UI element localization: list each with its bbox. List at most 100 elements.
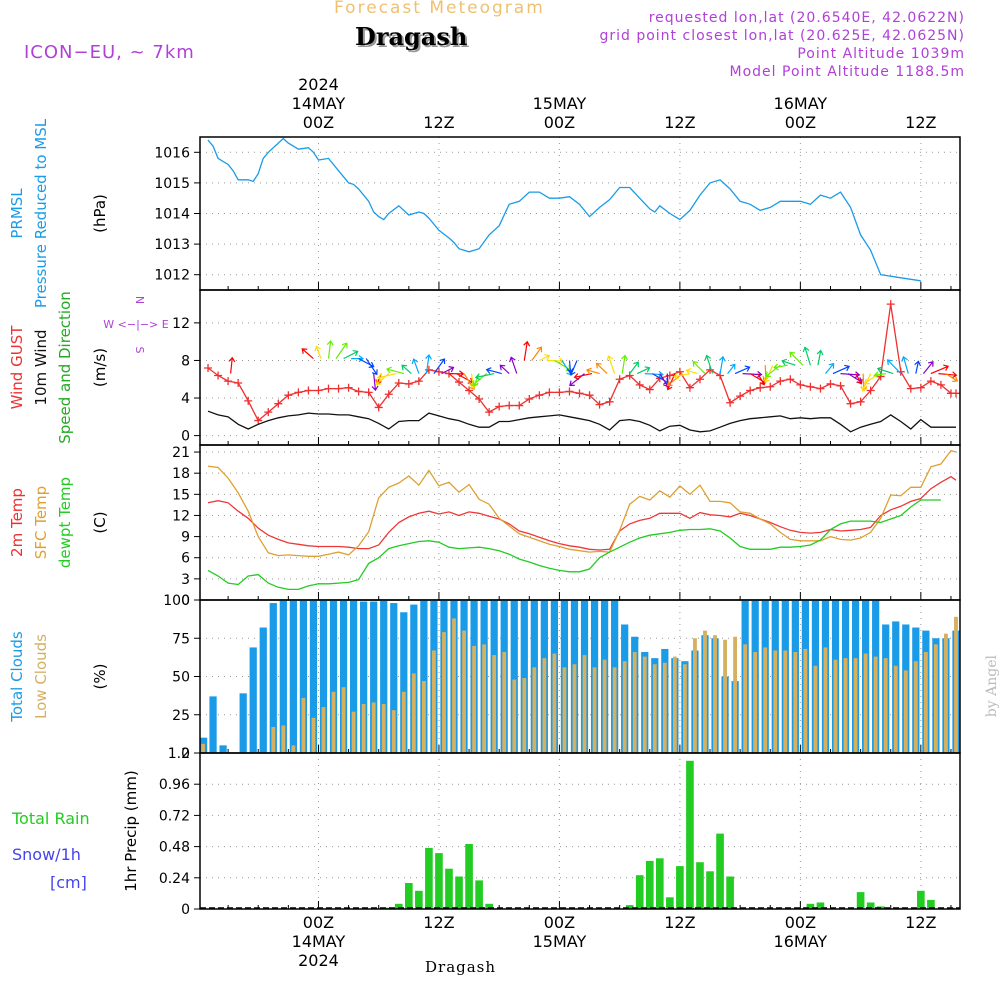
- clouds-bar-low: [612, 667, 617, 753]
- clouds-bar-low: [944, 633, 948, 753]
- precip-bar: [475, 880, 483, 909]
- gridpoint-coords: grid point closest lon,lat (20.625E, 42.…: [599, 28, 965, 44]
- wind-arrow-shape: [922, 360, 934, 374]
- wind-arrow-shape: [474, 373, 495, 381]
- wind-arrow: [228, 356, 236, 374]
- top-time-label: 12Z: [905, 113, 936, 132]
- gust-marker: [475, 394, 484, 403]
- precip-ytick-label: 1.2: [168, 746, 190, 762]
- clouds-bar-low: [442, 632, 446, 753]
- wind-arrow: [629, 361, 639, 374]
- gust-marker: [314, 386, 323, 395]
- wind-arrow-shape: [386, 366, 404, 375]
- clouds-ytick-label: 25: [172, 708, 190, 724]
- wind-arrow-shape: [816, 349, 824, 366]
- top-time-label: 00Z: [303, 113, 334, 132]
- precip-ytick-label: 0: [181, 902, 190, 918]
- wind-arrow-shape: [886, 359, 902, 375]
- gust-marker: [816, 384, 825, 393]
- top-time-label: 16MAY: [774, 94, 828, 113]
- wind-arrow-shape: [326, 340, 334, 359]
- wind-arrow-shape: [765, 364, 781, 378]
- wind-arrow-shape: [595, 362, 608, 375]
- gust-marker: [354, 387, 363, 396]
- wind-arrow: [692, 361, 706, 375]
- clouds-bar-low: [271, 726, 276, 753]
- gust-marker: [424, 365, 433, 374]
- wind-arrow-shape: [636, 366, 651, 375]
- precip-ytick-label: 0.24: [159, 871, 190, 887]
- temperature-ytick-label: 15: [172, 487, 190, 503]
- clouds-bar-low: [863, 653, 868, 753]
- wind-arrow: [901, 355, 909, 374]
- wind-arrow-shape: [266, 372, 282, 391]
- precip-ytick-label: 0.96: [159, 777, 190, 793]
- clouds-bar-low: [301, 697, 306, 753]
- gust-marker: [796, 380, 805, 389]
- temperature-ytick-label: 18: [172, 466, 190, 482]
- wind-arrow: [773, 363, 788, 371]
- clouds-bar-low: [361, 704, 366, 753]
- clouds-bar-low: [683, 664, 687, 753]
- clouds-bar-low: [662, 662, 667, 753]
- gust-marker: [525, 394, 534, 403]
- wind-arrow-shape: [762, 365, 770, 382]
- wind-arrow: [789, 351, 804, 366]
- bottom-time-label: 12Z: [423, 913, 454, 932]
- gust-marker: [565, 387, 574, 396]
- wind-arrow: [718, 355, 726, 374]
- pressure-series-line: [207, 137, 921, 282]
- wind-arrow-shape: [727, 363, 736, 374]
- gust-marker: [645, 385, 654, 394]
- pressure-ytick-label: 1012: [154, 268, 190, 284]
- clouds-bar-total: [309, 600, 318, 753]
- gust-marker: [254, 416, 263, 425]
- wind-arrow-shape: [855, 373, 863, 385]
- wind-arrow: [825, 362, 835, 374]
- wind-arrow-shape: [531, 346, 543, 361]
- wind-arrow-shape: [930, 364, 950, 375]
- precip-bar: [696, 862, 704, 909]
- wind-ylabel: (m/s): [91, 348, 109, 387]
- gust-marker: [906, 384, 915, 393]
- clouds-ylabel: (%): [91, 664, 109, 690]
- wind-arrow-shape: [832, 364, 851, 375]
- wind-arrow-shape: [629, 361, 639, 374]
- wind-arrow: [499, 364, 510, 375]
- point-altitude: Point Altitude 1039m: [797, 46, 965, 62]
- wind-arrow-shape: [773, 363, 788, 371]
- top-time-label: 00Z: [544, 113, 575, 132]
- gust-marker: [866, 386, 875, 395]
- wind-arrow-shape: [228, 356, 236, 374]
- wind-arrow: [441, 366, 455, 375]
- wind-arrow: [762, 365, 770, 382]
- wind-arrow: [314, 345, 322, 359]
- clouds-bar-total: [269, 603, 277, 753]
- clouds-bar-low: [753, 652, 758, 753]
- temperature-side-label: 2m Temp: [8, 488, 26, 557]
- gust-marker: [856, 397, 865, 406]
- gust-marker: [204, 363, 213, 372]
- wind-arrow-shape: [573, 373, 593, 380]
- wind-arrow-shape: [273, 373, 281, 392]
- clouds-bar-low: [532, 667, 537, 753]
- gust-marker: [455, 378, 464, 387]
- wind-arrow-shape: [523, 340, 531, 361]
- wind-arrow-shape: [825, 362, 835, 374]
- pressure-ytick-label: 1013: [154, 237, 190, 253]
- wind-arrow-shape: [499, 364, 510, 375]
- gust-marker: [304, 386, 313, 395]
- clouds-bar-low: [642, 656, 647, 753]
- precip-bar: [917, 890, 925, 909]
- wind-arrow-shape: [692, 361, 706, 375]
- wind-arrow-shape: [802, 346, 811, 366]
- top-time-label: 14MAY: [292, 94, 346, 113]
- clouds-bar-low: [562, 667, 567, 753]
- wind-arrow: [864, 373, 879, 385]
- bottom-time-label: 16MAY: [774, 932, 828, 951]
- clouds-bar-total: [510, 600, 518, 753]
- bottom-time-label: 15MAY: [533, 932, 587, 951]
- wind-series-line: [207, 304, 956, 422]
- gust-marker: [485, 408, 494, 417]
- wind-arrow: [945, 373, 959, 382]
